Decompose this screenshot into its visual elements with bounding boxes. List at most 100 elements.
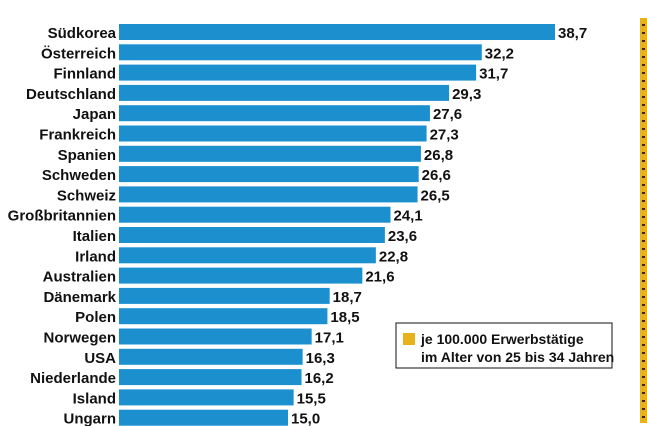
strip-dot: [642, 48, 645, 50]
category-label: Großbritannien: [8, 208, 116, 225]
strip-dot: [642, 72, 645, 74]
bar: [119, 227, 385, 243]
strip-dot: [642, 200, 645, 202]
value-label: 21,6: [365, 269, 394, 286]
strip-dot: [642, 288, 645, 290]
strip-dot: [642, 96, 645, 98]
strip-dot: [642, 416, 645, 418]
category-label: Südkorea: [48, 25, 117, 42]
strip-dot: [642, 360, 645, 362]
strip-dot: [642, 80, 645, 82]
strip-dot: [642, 352, 645, 354]
bar: [119, 247, 376, 264]
value-label: 22,8: [379, 248, 408, 265]
bar: [119, 186, 418, 203]
bar: [119, 64, 477, 81]
value-label: 24,1: [394, 208, 423, 225]
category-label: Polen: [75, 309, 116, 326]
category-label: Italien: [73, 228, 116, 245]
bar: [119, 328, 312, 345]
strip-dot: [642, 120, 645, 122]
strip-dots: [642, 24, 645, 418]
strip-dot: [642, 320, 645, 322]
bar: [119, 287, 330, 304]
bars-group: [119, 24, 555, 426]
strip-dot: [642, 328, 645, 330]
strip-dot: [642, 280, 645, 282]
legend-entry-2: im Alter von 25 bis 34 Jahren: [421, 349, 614, 365]
category-label: Irland: [75, 248, 116, 265]
category-label: Norwegen: [43, 330, 116, 347]
category-label: Frankreich: [39, 127, 116, 144]
strip-dot: [642, 400, 645, 402]
value-label: 26,5: [421, 187, 450, 204]
strip-dot: [642, 256, 645, 258]
bar: [119, 369, 302, 386]
strip-dot: [642, 24, 645, 26]
legend-box: [395, 322, 613, 369]
strip-dot: [642, 272, 645, 274]
value-label: 38,7: [558, 25, 587, 42]
category-label: Schweiz: [57, 187, 116, 204]
strip-dot: [642, 168, 645, 170]
strip-dot: [642, 32, 645, 34]
category-label: Island: [73, 390, 116, 407]
category-label: Ungarn: [64, 411, 117, 426]
strip-dot: [642, 184, 645, 186]
strip-dot: [642, 368, 645, 370]
value-label: 18,7: [333, 289, 362, 306]
legend: je 100.000 Erwerbstätige im Alter von 25…: [395, 322, 614, 369]
value-label: 16,3: [306, 350, 335, 367]
bar: [119, 267, 363, 284]
legend-swatch: [403, 333, 415, 345]
value-label: 17,1: [315, 330, 344, 347]
bar: [119, 409, 288, 426]
strip-dot: [642, 208, 645, 210]
bar: [119, 24, 555, 40]
strip-dot: [642, 312, 645, 314]
strip-dot: [642, 56, 645, 58]
strip-dot: [642, 104, 645, 106]
bar: [119, 206, 391, 223]
bar: [119, 308, 328, 325]
value-label: 27,6: [433, 106, 462, 123]
bar: [119, 84, 450, 101]
value-label: 29,3: [452, 86, 481, 103]
strip-dot: [642, 376, 645, 378]
strip-dot: [642, 392, 645, 394]
strip-dot: [642, 232, 645, 234]
strip-dot: [642, 40, 645, 42]
strip-dot: [642, 128, 645, 130]
category-label: Australien: [43, 269, 116, 286]
strip-dot: [642, 216, 645, 218]
value-label: 27,3: [430, 127, 459, 144]
strip-dot: [642, 136, 645, 138]
strip-dot: [642, 152, 645, 154]
bar: [119, 389, 294, 406]
value-label: 32,2: [485, 45, 514, 62]
bar: [119, 348, 303, 365]
category-labels-group: Südkorea Österreich Finnland Deutschland Jap…: [8, 25, 117, 426]
strip-dot: [642, 64, 645, 66]
category-label: Österreich: [41, 45, 116, 62]
value-label: 31,7: [479, 66, 508, 83]
category-label: Schweden: [42, 167, 116, 184]
strip-dot: [642, 144, 645, 146]
strip-dot: [642, 304, 645, 306]
category-label: Deutschland: [26, 86, 116, 103]
strip-dot: [642, 336, 645, 338]
bar: [119, 44, 482, 61]
value-label: 15,5: [297, 390, 326, 407]
category-label: Niederlande: [30, 370, 116, 387]
value-label: 15,0: [291, 411, 320, 426]
strip-dot: [642, 112, 645, 114]
strip-dot: [642, 344, 645, 346]
value-label: 16,2: [305, 370, 334, 387]
strip-dot: [642, 160, 645, 162]
bar: [119, 145, 421, 162]
strip-dot: [642, 224, 645, 226]
strip-dot: [642, 192, 645, 194]
strip-dot: [642, 240, 645, 242]
strip-dot: [642, 176, 645, 178]
